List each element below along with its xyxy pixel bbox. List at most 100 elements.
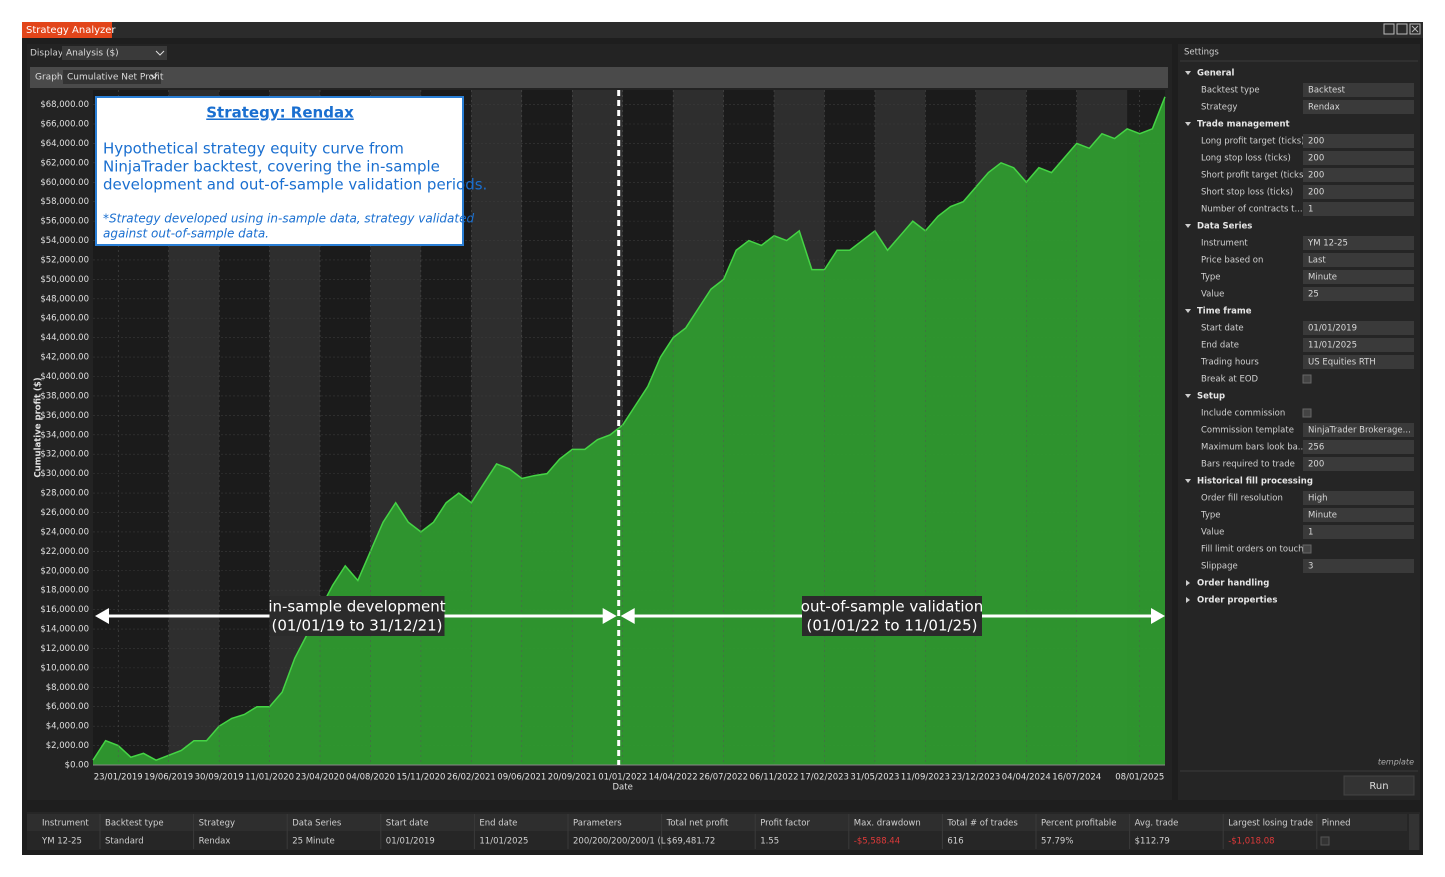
collapse-arrow[interactable] xyxy=(1186,597,1190,603)
setting-field[interactable] xyxy=(1303,355,1414,369)
setting-field[interactable] xyxy=(1303,508,1414,522)
setting-field[interactable] xyxy=(1303,457,1414,471)
setting-label: Order fill resolution xyxy=(1201,494,1283,504)
setting-label: Bars required to trade xyxy=(1201,460,1295,470)
result-cell: -$5,588.44 xyxy=(854,837,900,847)
expand-arrow[interactable] xyxy=(1185,479,1191,483)
result-cell: 200/200/200/200/1 (L xyxy=(573,837,666,847)
setting-label: Commission template xyxy=(1201,426,1294,436)
plot: $0.00 $2,000.00 $4,000.00 $6,000.00 $8,000.0… xyxy=(34,90,1166,793)
expand-arrow[interactable] xyxy=(1185,71,1191,75)
setting-field[interactable] xyxy=(1303,270,1414,284)
setting-field[interactable] xyxy=(1303,559,1414,573)
result-cell: -$1,018.08 xyxy=(1228,837,1274,847)
setting-field[interactable] xyxy=(1303,185,1414,199)
arrow-head xyxy=(602,608,617,624)
expand-arrow[interactable] xyxy=(1185,122,1191,126)
setting-value: US Equities RTH xyxy=(1308,358,1376,368)
setting-checkbox[interactable] xyxy=(1302,374,1312,384)
x-tick-label: 04/08/2020 xyxy=(346,773,395,783)
results: Instrument Backtest type Strategy Data Seri… xyxy=(27,814,1419,850)
setting-label: Fill limit orders on touch xyxy=(1201,545,1304,555)
equity-line xyxy=(92,96,1166,761)
annotation-body: development and out-of-sample validation… xyxy=(103,176,487,194)
run-button[interactable] xyxy=(1343,775,1415,796)
settings-section: Time frame xyxy=(1197,307,1252,317)
y-tick-label: $30,000.00 xyxy=(40,469,89,479)
x-axis-label: Date xyxy=(613,783,633,793)
setting-field[interactable] xyxy=(1303,236,1414,250)
setting-value: 200 xyxy=(1308,460,1324,470)
y-tick-label: $34,000.00 xyxy=(40,430,89,440)
y-tick-label: $6,000.00 xyxy=(46,702,89,712)
setting-label: Start date xyxy=(1201,324,1244,334)
setting-field[interactable] xyxy=(1303,423,1414,437)
setting-checkbox[interactable] xyxy=(1302,408,1312,418)
setting-field[interactable] xyxy=(1303,151,1414,165)
annotation-body: Hypothetical strategy equity curve from xyxy=(103,140,404,158)
setting-field[interactable] xyxy=(1303,202,1414,216)
y-tick-label: $60,000.00 xyxy=(40,178,89,188)
window-tab[interactable] xyxy=(22,22,112,38)
setting-value: YM 12-25 xyxy=(1307,239,1348,249)
y-tick-label: $16,000.00 xyxy=(40,605,89,615)
collapse-arrow[interactable] xyxy=(1186,580,1190,586)
display-dropdown[interactable] xyxy=(62,46,167,60)
annotation-body: NinjaTrader backtest, covering the in-sa… xyxy=(103,158,440,176)
result-cell: 57.79% xyxy=(1041,837,1073,847)
setting-field[interactable] xyxy=(1303,491,1414,505)
settings-section: Setup xyxy=(1197,392,1225,402)
setting-field[interactable] xyxy=(1303,525,1414,539)
display-value: Analysis ($) xyxy=(66,49,119,59)
column-header: Profit factor xyxy=(760,819,810,829)
x-tick-label: 04/04/2024 xyxy=(1002,773,1051,783)
settings-section: Order handling xyxy=(1197,579,1269,589)
y-tick-label: $56,000.00 xyxy=(40,217,89,227)
pinned-checkbox[interactable] xyxy=(1320,836,1330,846)
maximize-button[interactable] xyxy=(1396,23,1408,35)
setting-field[interactable] xyxy=(1303,440,1414,454)
setting-label: Number of contracts t... xyxy=(1201,205,1303,215)
period-label: (01/01/19 to 31/12/21) xyxy=(271,617,442,635)
column-header: End date xyxy=(479,819,517,829)
setting-label: Long profit target (ticks) xyxy=(1201,137,1304,147)
setting-value: 25 xyxy=(1308,290,1319,300)
minimize-button[interactable] xyxy=(1383,23,1395,35)
expand-arrow[interactable] xyxy=(1185,394,1191,398)
result-cell: 25 Minute xyxy=(292,837,335,847)
setting-field[interactable] xyxy=(1303,287,1414,301)
column-header: Start date xyxy=(386,819,429,829)
dropdown-arrow xyxy=(150,74,158,79)
period-label: (01/01/22 to 11/01/25) xyxy=(806,617,977,635)
annotation-box xyxy=(95,96,464,246)
setting-checkbox[interactable] xyxy=(1302,544,1312,554)
result-cell: YM 12-25 xyxy=(41,837,82,847)
run-label: Run xyxy=(1369,781,1388,792)
setting-field[interactable] xyxy=(1303,83,1414,97)
column-header: Avg. trade xyxy=(1135,819,1179,829)
setting-value: 256 xyxy=(1308,443,1324,453)
x-tick-label: 23/01/2019 xyxy=(94,773,143,783)
setting-label: End date xyxy=(1201,341,1239,351)
expand-arrow[interactable] xyxy=(1185,309,1191,313)
results-scrollbar[interactable] xyxy=(1409,814,1419,850)
results-header xyxy=(27,814,1407,831)
setting-label: Value xyxy=(1201,528,1224,538)
close-button[interactable] xyxy=(1409,23,1421,35)
y-tick-label: $8,000.00 xyxy=(46,683,89,693)
window-controls xyxy=(1383,23,1421,35)
y-tick-label: $40,000.00 xyxy=(40,372,89,382)
setting-field[interactable] xyxy=(1303,253,1414,267)
setting-field[interactable] xyxy=(1303,321,1414,335)
setting-field[interactable] xyxy=(1303,168,1414,182)
expand-arrow[interactable] xyxy=(1185,224,1191,228)
setting-value: Last xyxy=(1308,256,1326,266)
setting-field[interactable] xyxy=(1303,100,1414,114)
setting-label: Type xyxy=(1200,273,1221,283)
annotation-note: *Strategy developed using in-sample data… xyxy=(103,212,474,226)
setting-field[interactable] xyxy=(1303,134,1414,148)
x-tick-label: 14/04/2022 xyxy=(649,773,698,783)
x-tick-label: 23/12/2023 xyxy=(951,773,1000,783)
setting-field[interactable] xyxy=(1303,338,1414,352)
graph-dropdown[interactable] xyxy=(63,70,161,84)
